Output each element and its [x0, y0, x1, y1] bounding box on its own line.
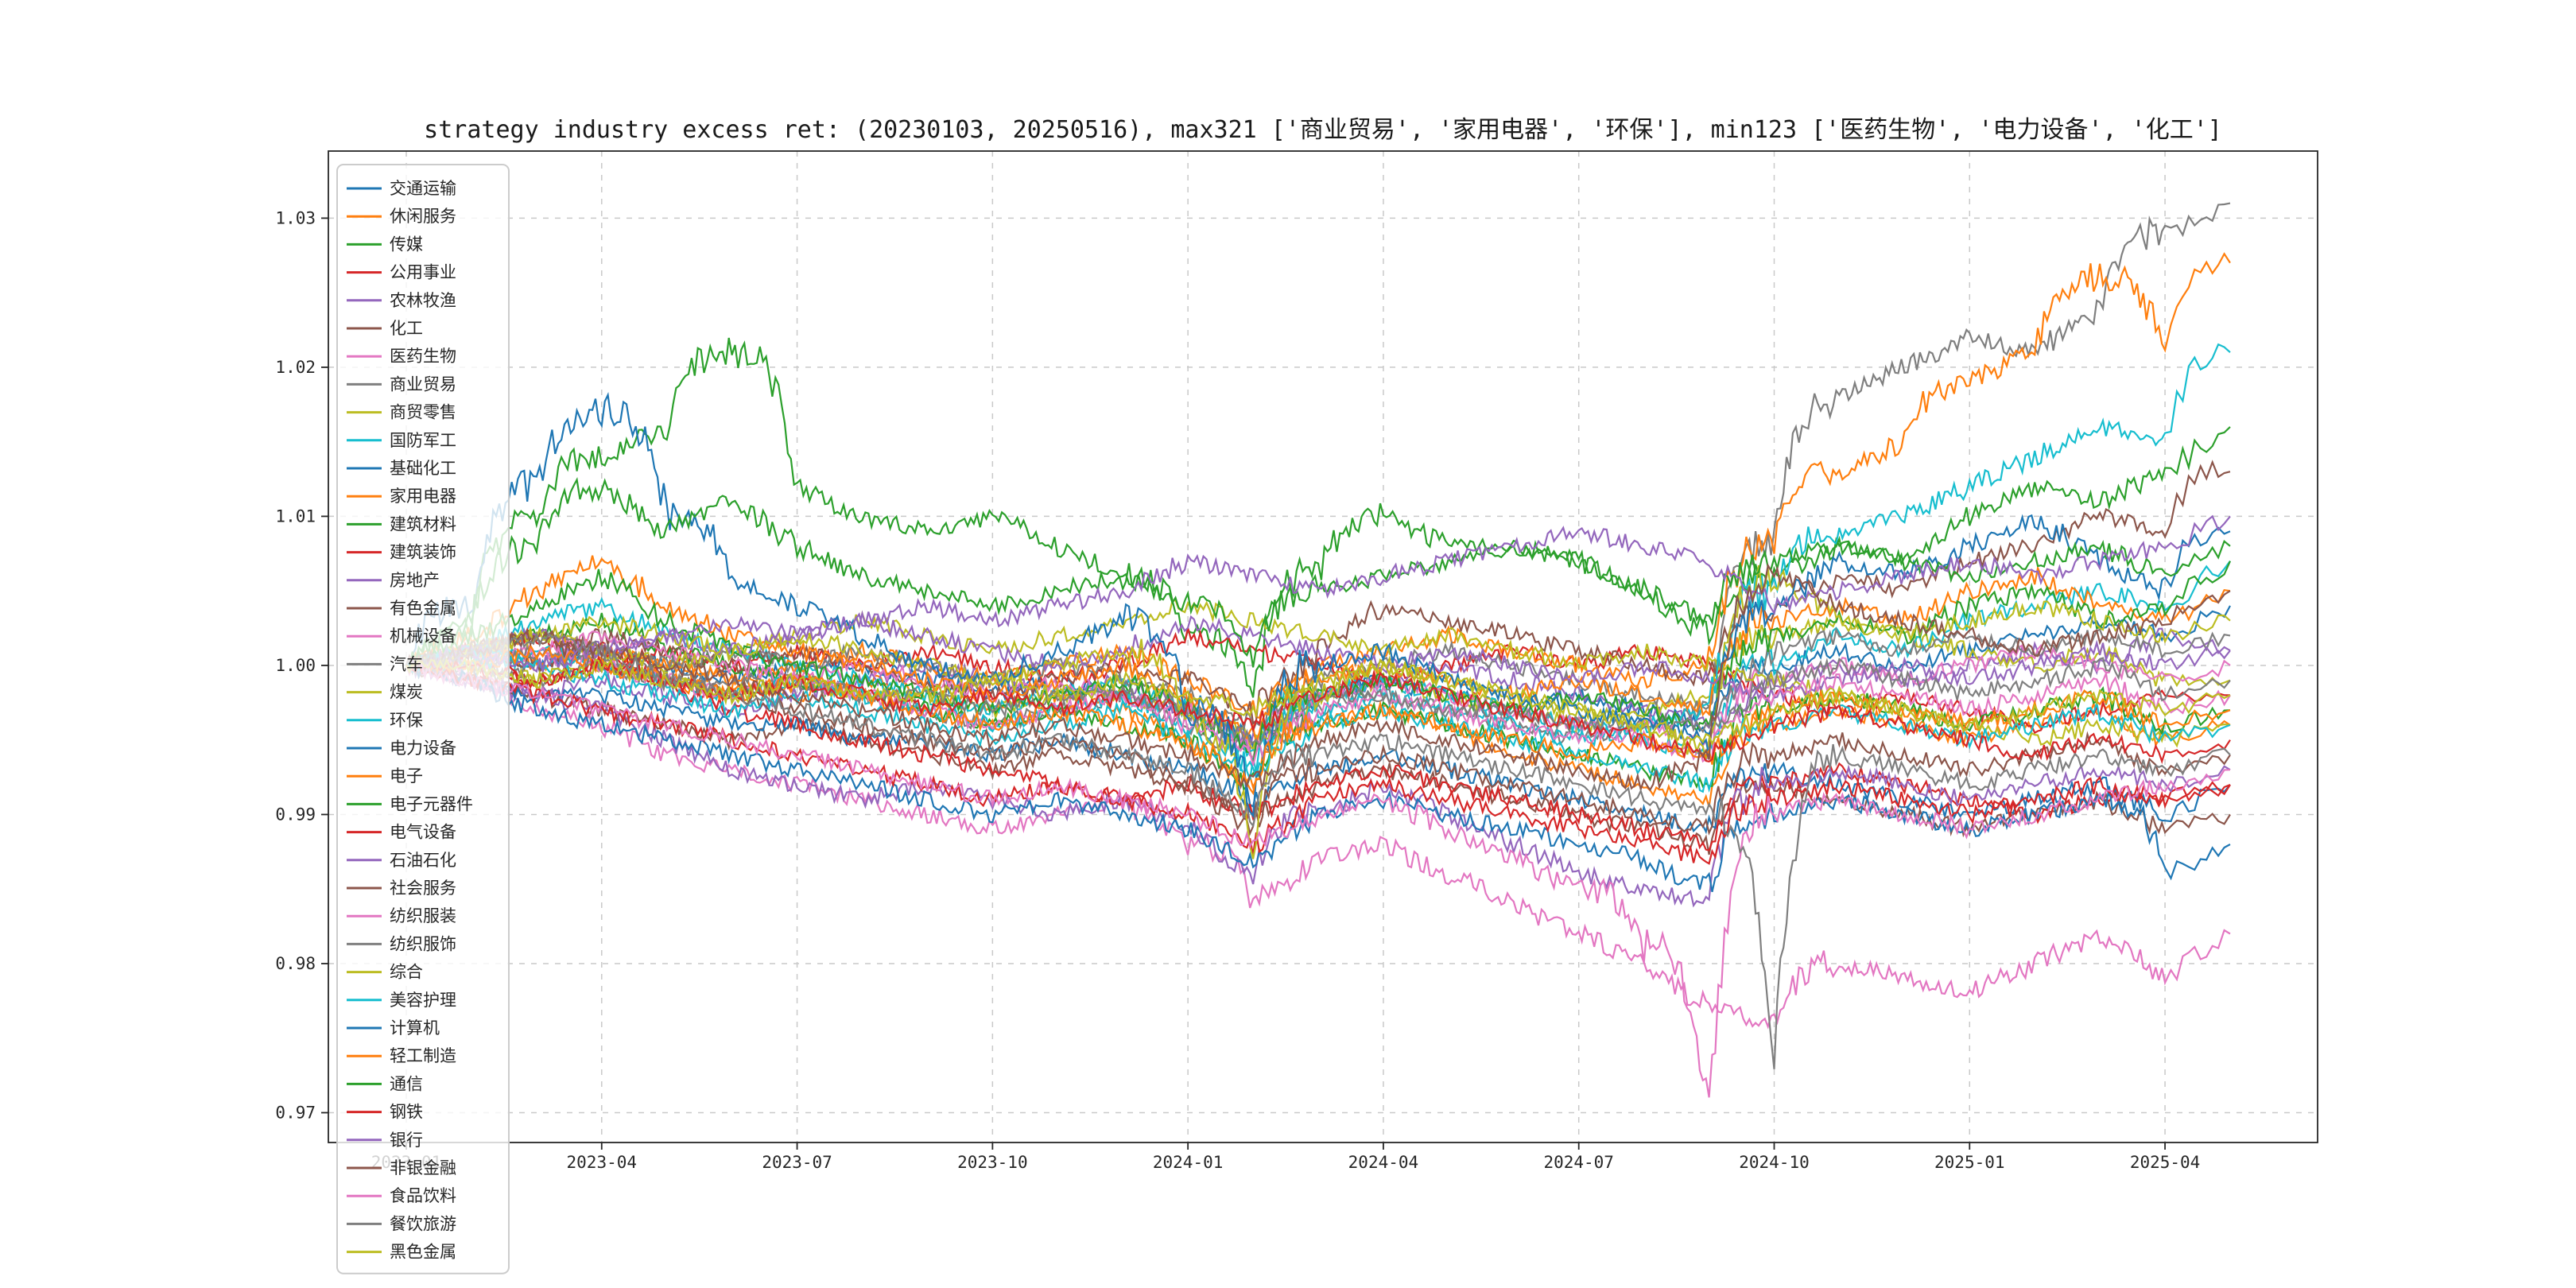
legend-label: 社会服务: [390, 879, 456, 898]
series-line-11: [405, 662, 2231, 835]
series-line-30: [405, 644, 2231, 793]
series-line-39: [405, 655, 2231, 747]
legend-label: 通信: [390, 1074, 423, 1093]
legend: 交通运输休闲服务传媒公用事业农林牧渔化工医药生物商业贸易商贸零售国防军工基础化工…: [336, 164, 510, 1274]
legend-label: 商贸零售: [390, 403, 456, 422]
x-tick-label: 2024-10: [1739, 1153, 1810, 1172]
legend-label: 电气设备: [390, 823, 456, 842]
y-tick-label: 1.01: [275, 506, 316, 526]
series-group: [405, 202, 2232, 1098]
legend-label: 化工: [390, 319, 423, 338]
legend-label: 轻工制造: [390, 1046, 456, 1065]
legend-label: 餐饮旅游: [390, 1214, 456, 1233]
legend-label: 交通运输: [390, 179, 456, 198]
x-tick-label: 2023-07: [762, 1153, 832, 1172]
series-line-16: [405, 460, 2231, 726]
legend-label: 钢铁: [390, 1103, 423, 1122]
x-tick-label: 2024-07: [1543, 1153, 1614, 1172]
legend-label: 石油石化: [390, 851, 456, 870]
series-line-33: [405, 477, 2231, 670]
series-line-31: [405, 392, 2231, 819]
legend-label: 环保: [390, 711, 423, 730]
legend-label: 商业贸易: [390, 374, 456, 394]
legend-label: 计算机: [390, 1018, 440, 1038]
x-tick-label: 2023-04: [567, 1153, 638, 1172]
legend-label: 汽车: [390, 654, 423, 673]
y-tick-label: 0.97: [275, 1103, 316, 1122]
legend-label: 非银金融: [390, 1158, 456, 1177]
x-tick-label: 2024-04: [1348, 1153, 1419, 1172]
legend-label: 医药生物: [390, 347, 456, 366]
legend-label: 美容护理: [390, 991, 456, 1010]
legend-label: 纺织服装: [390, 906, 456, 925]
series-line-35: [405, 514, 2231, 673]
series-line-17: [405, 630, 2231, 763]
legend-label: 机械设备: [390, 627, 456, 646]
series-line-19: [405, 599, 2231, 748]
legend-label: 食品饮料: [390, 1186, 456, 1205]
legend-label: 家用电器: [390, 487, 456, 506]
series-line-28: [405, 642, 2231, 748]
legend-label: 黑色金属: [390, 1243, 456, 1262]
legend-label: 建筑材料: [390, 514, 456, 533]
y-tick-label: 0.98: [275, 954, 316, 973]
y-tick-label: 1.03: [275, 208, 316, 227]
legend-label: 电子元器件: [390, 794, 473, 813]
series-line-24: [405, 662, 2231, 865]
y-tick-label: 1.02: [275, 358, 316, 377]
legend-label: 电力设备: [390, 739, 456, 758]
legend-label: 建筑装饰: [390, 543, 456, 562]
legend-label: 房地产: [390, 571, 440, 590]
legend-label: 电子: [390, 766, 423, 786]
plot-frame: [328, 150, 2318, 1143]
legend-label: 银行: [390, 1131, 423, 1150]
legend-label: 煤炭: [390, 683, 423, 702]
y-tick-label: 1.00: [275, 656, 316, 675]
legend-label: 休闲服务: [390, 207, 456, 226]
series-line-15: [405, 660, 2231, 908]
legend-label: 纺织服饰: [390, 934, 456, 953]
legend-box: [336, 164, 510, 1274]
x-tick-label: 2024-01: [1153, 1153, 1224, 1172]
series-line-7: [405, 660, 2231, 1030]
legend-label: 国防军工: [390, 431, 456, 450]
legend-label: 综合: [390, 963, 423, 982]
x-tick-label: 2025-04: [2130, 1153, 2201, 1172]
legend-label: 有色金属: [390, 599, 456, 618]
legend-label: 农林牧渔: [390, 291, 456, 310]
legend-label: 传媒: [390, 235, 423, 254]
legend-label: 公用事业: [390, 263, 456, 282]
legend-label: 基础化工: [390, 459, 456, 478]
series-line-37: [405, 661, 2231, 1098]
chart-title: strategy industry excess ret: (20230103,…: [424, 116, 2222, 144]
x-tick-label: 2023-10: [957, 1153, 1028, 1172]
y-tick-label: 0.99: [275, 805, 316, 824]
series-line-36: [405, 562, 2231, 793]
x-tick-label: 2025-01: [1934, 1153, 2005, 1172]
series-line-29: [405, 564, 2231, 859]
series-line-21: [405, 660, 2231, 893]
series-line-38: [405, 630, 2231, 1069]
